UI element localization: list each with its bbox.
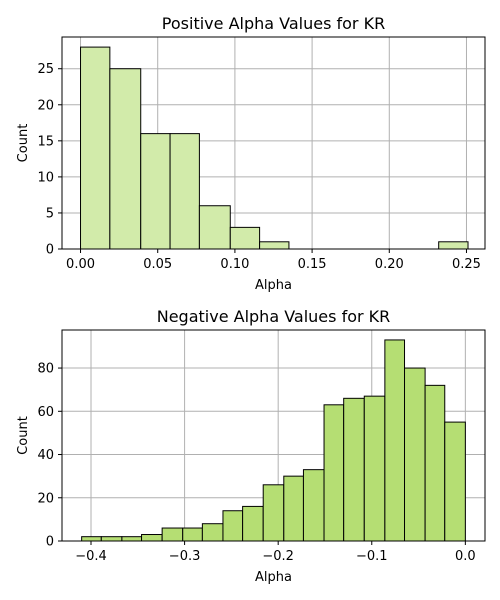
x-tick-label: 0.25 bbox=[452, 257, 481, 272]
y-tick-label: 15 bbox=[37, 134, 54, 149]
x-tick-label: 0.00 bbox=[66, 257, 95, 272]
histogram-bar bbox=[242, 505, 264, 542]
x-tick-label: −0.2 bbox=[262, 549, 294, 564]
axes: −0.4 −0.3 −0.2 −0.1 0.0 0 20 40 60 80 bbox=[37, 329, 486, 564]
y-axis-label: Count bbox=[16, 416, 31, 455]
histogram-bar bbox=[198, 205, 231, 250]
histogram-bar bbox=[109, 68, 142, 250]
histogram-bar bbox=[438, 241, 469, 250]
histogram-bar bbox=[222, 510, 244, 542]
chart-negative-alpha: −0.4 −0.3 −0.2 −0.1 0.0 0 20 40 60 80 Negative Al… bbox=[16, 307, 486, 585]
histogram-bar bbox=[404, 367, 426, 542]
histogram-bar bbox=[182, 527, 203, 542]
histogram-bar bbox=[161, 527, 184, 542]
histogram-bar bbox=[323, 404, 345, 542]
y-tick-label: 10 bbox=[37, 170, 54, 185]
histogram-bar bbox=[302, 469, 325, 542]
axes: 0.00 0.05 0.10 0.15 0.20 0.25 0 5 10 15 20 25 bbox=[37, 36, 486, 272]
histogram-bar bbox=[169, 133, 200, 250]
histogram-bar bbox=[80, 46, 111, 250]
y-tick-label: 20 bbox=[37, 98, 54, 113]
axes-frame bbox=[61, 329, 486, 542]
x-axis-label: Alpha bbox=[255, 570, 292, 585]
bars bbox=[80, 46, 469, 250]
y-tick-label: 0 bbox=[46, 535, 54, 550]
histogram-bar bbox=[201, 523, 224, 542]
x-tick-label: 0.0 bbox=[455, 549, 476, 564]
x-tick-label: −0.1 bbox=[356, 549, 388, 564]
x-tick-label: 0.05 bbox=[143, 257, 172, 272]
axes-frame bbox=[61, 36, 486, 250]
histogram-bar bbox=[262, 484, 285, 542]
histogram-bar bbox=[100, 536, 123, 542]
histogram-bar bbox=[444, 421, 466, 542]
histogram-bar bbox=[424, 384, 446, 542]
histogram-bar bbox=[81, 536, 102, 542]
histogram-bar bbox=[121, 536, 143, 542]
y-tick-label: 0 bbox=[46, 243, 54, 258]
chart-positive-alpha: 0.00 0.05 0.10 0.15 0.20 0.25 0 5 10 15 20 25 Posit… bbox=[16, 14, 486, 293]
chart-title: Negative Alpha Values for KR bbox=[157, 307, 391, 326]
y-tick-label: 80 bbox=[37, 362, 54, 377]
x-tick-label: −0.4 bbox=[75, 549, 107, 564]
x-axis-label: Alpha bbox=[255, 278, 292, 293]
x-tick-label: 0.20 bbox=[375, 257, 404, 272]
histogram-bar bbox=[229, 226, 261, 250]
y-tick-label: 20 bbox=[37, 491, 54, 506]
histogram-bar bbox=[363, 395, 386, 542]
histogram-bar bbox=[140, 133, 171, 250]
x-tick-label: 0.15 bbox=[298, 257, 327, 272]
y-tick-label: 40 bbox=[37, 448, 54, 463]
y-tick-label: 60 bbox=[37, 405, 54, 420]
y-tick-label: 25 bbox=[37, 62, 54, 77]
histogram-bar bbox=[283, 475, 304, 542]
chart-title: Positive Alpha Values for KR bbox=[162, 14, 385, 33]
y-tick-label: 5 bbox=[46, 206, 54, 221]
histogram-bar bbox=[384, 339, 406, 542]
y-axis-label: Count bbox=[16, 124, 31, 163]
x-tick-label: −0.3 bbox=[169, 549, 201, 564]
histogram-bar bbox=[343, 397, 365, 542]
x-tick-label: 0.10 bbox=[220, 257, 249, 272]
histogram-bar bbox=[259, 241, 290, 250]
histogram-bar bbox=[141, 534, 163, 542]
